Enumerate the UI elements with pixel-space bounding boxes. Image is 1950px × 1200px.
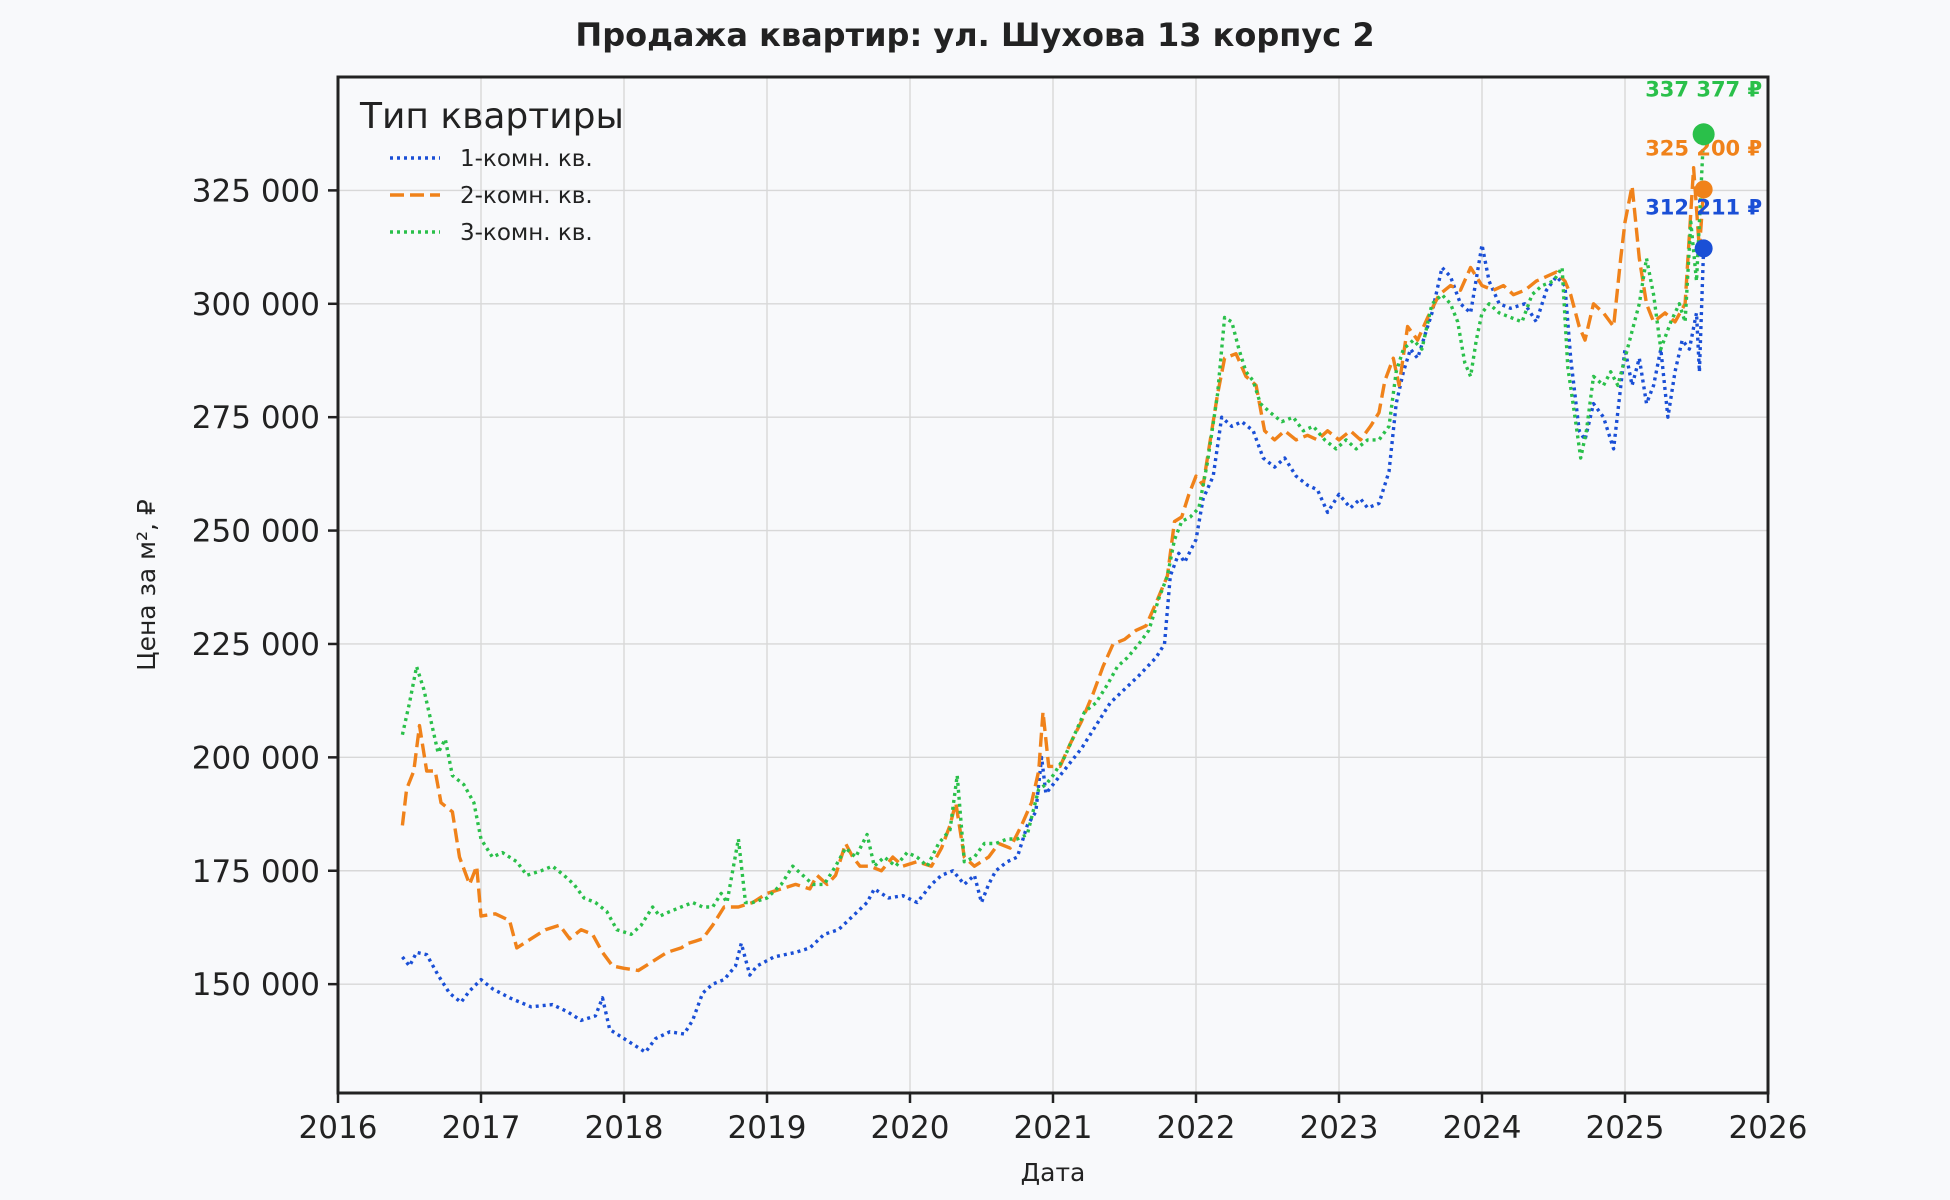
legend-label-3: 3-комн. кв.	[460, 220, 593, 246]
x-tick-label: 2019	[728, 1110, 807, 1146]
y-tick-label: 300 000	[192, 287, 320, 323]
legend: Тип квартиры 1-комн. кв. 2-комн. кв. 3-ком…	[359, 96, 624, 246]
legend-title: Тип квартиры	[359, 96, 624, 137]
series-line-1	[401, 243, 1706, 1054]
chart-title: Продажа квартир: ул. Шухова 13 корпус 2	[575, 16, 1374, 54]
x-axis: 2016 2017 2018 2019 2020 2021 2022 2023 2024 2025…	[299, 1093, 1808, 1146]
series-endpoint-3	[1692, 123, 1715, 146]
y-tick-label: 175 000	[192, 854, 320, 890]
y-axis-label: Цена за м², ₽	[132, 499, 161, 671]
series-endpoints: 312 211 ₽325 200 ₽337 377 ₽	[1645, 77, 1762, 258]
series-end-label-1: 312 211 ₽	[1645, 195, 1762, 219]
x-tick-label: 2026	[1729, 1110, 1808, 1146]
series-line-3	[400, 134, 1706, 936]
x-tick-label: 2021	[1014, 1110, 1093, 1146]
series-layer	[400, 134, 1706, 1054]
y-tick-label: 275 000	[192, 400, 320, 436]
series-endpoint-1	[1694, 239, 1713, 258]
x-tick-label: 2016	[299, 1110, 378, 1146]
series-endpoint-2	[1694, 180, 1713, 199]
x-tick-label: 2018	[585, 1110, 664, 1146]
x-tick-label: 2024	[1443, 1110, 1522, 1146]
legend-label-1: 1-комн. кв.	[460, 146, 593, 172]
x-tick-label: 2017	[442, 1110, 521, 1146]
x-tick-label: 2020	[871, 1110, 950, 1146]
series-end-label-3: 337 377 ₽	[1645, 77, 1762, 101]
legend-items: 1-комн. кв. 2-комн. кв. 3-комн. кв.	[390, 146, 593, 246]
y-tick-label: 150 000	[192, 967, 320, 1003]
series-line-2	[400, 166, 1706, 973]
x-tick-label: 2023	[1300, 1110, 1379, 1146]
y-tick-label: 250 000	[192, 514, 320, 550]
legend-label-2: 2-комн. кв.	[460, 183, 593, 209]
y-tick-label: 200 000	[192, 740, 320, 776]
x-tick-label: 2022	[1157, 1110, 1236, 1146]
y-axis: 150 000 175 000 200 000 225 000 250 000 275 0…	[192, 173, 338, 1003]
x-tick-label: 2025	[1586, 1110, 1665, 1146]
y-tick-label: 225 000	[192, 627, 320, 663]
x-axis-label: Дата	[1021, 1158, 1086, 1187]
y-tick-label: 325 000	[192, 173, 320, 209]
